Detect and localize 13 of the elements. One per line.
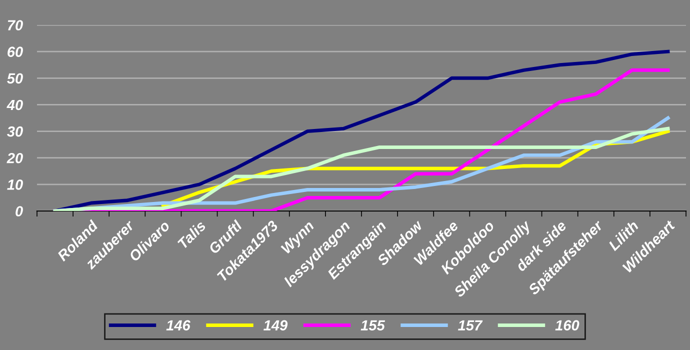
legend-label: 149 xyxy=(264,320,288,330)
y-tick-label: 60 xyxy=(8,46,23,57)
y-tick-label: 30 xyxy=(7,126,23,137)
legend-label: 157 xyxy=(458,320,483,330)
y-tick-label: 50 xyxy=(7,73,23,84)
y-tick-label: 0 xyxy=(16,206,23,216)
legend-label: 155 xyxy=(360,320,386,330)
y-tick-label: 70 xyxy=(8,20,23,30)
y-tick-label: 40 xyxy=(6,100,23,110)
legend-label: 160 xyxy=(555,320,580,330)
y-tick-label: 20 xyxy=(6,152,23,164)
legend-label: 146 xyxy=(166,320,190,330)
y-tick-label: 10 xyxy=(7,180,23,190)
